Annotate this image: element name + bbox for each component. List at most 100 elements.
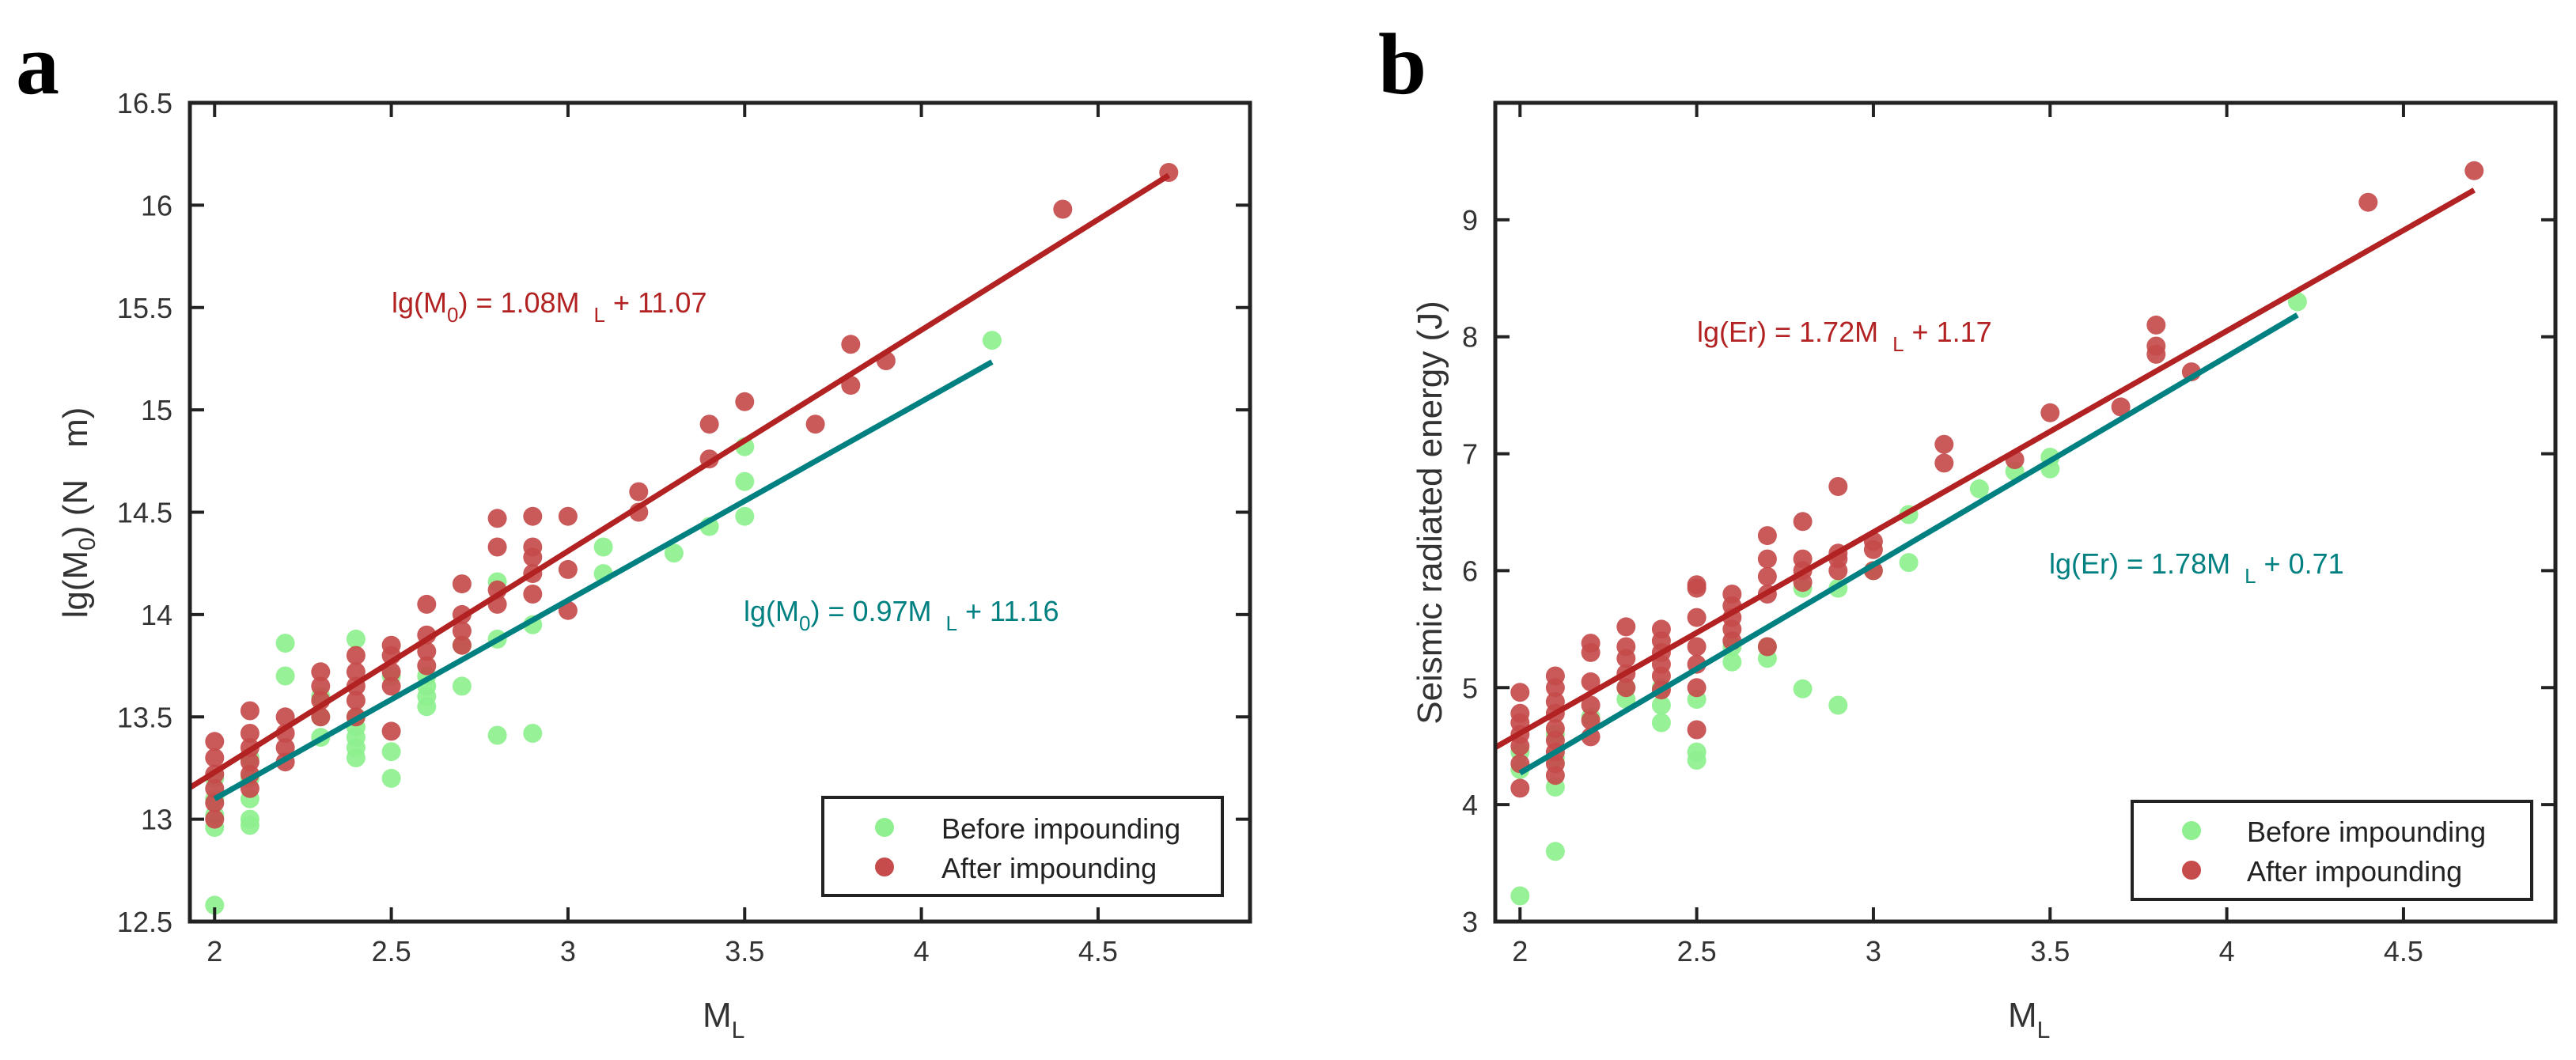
point-after-b-19 — [1581, 672, 1601, 691]
y-tick-label-a-8: 16.5 — [117, 87, 172, 119]
points-b — [1510, 161, 2484, 906]
legend-label-after-a: After impounding — [941, 852, 1157, 884]
point-after-b-26 — [1616, 617, 1636, 637]
point-after-b-13 — [1545, 692, 1565, 711]
x-tick-label-b-1: 2.5 — [1677, 935, 1717, 967]
point-after-b-48 — [1757, 549, 1777, 569]
x-tick-label-a-4: 4 — [914, 935, 930, 967]
points-a — [205, 163, 1179, 915]
point-after-a-40 — [487, 537, 507, 557]
legend-label-before-b: Before impounding — [2247, 816, 2486, 848]
point-after-a-56 — [841, 376, 861, 396]
point-after-b-18 — [1581, 695, 1601, 715]
point-after-b-37 — [1687, 608, 1707, 627]
point-after-b-21 — [1581, 634, 1601, 653]
point-after-b-44 — [1722, 585, 1742, 604]
y-tick-label-a-4: 14.5 — [117, 497, 172, 529]
point-after-b-62 — [1934, 434, 1954, 454]
point-after-a-23 — [346, 662, 366, 682]
x-axis-label-b: ML — [2008, 996, 2050, 1043]
y-tick-label-a-6: 15.5 — [117, 292, 172, 324]
point-after-a-31 — [417, 642, 437, 661]
point-after-b-61 — [1934, 453, 1954, 473]
plot-frame-b — [1493, 100, 2558, 924]
point-after-a-24 — [346, 645, 366, 665]
point-after-a-16 — [311, 707, 331, 727]
y-tick-label-a-1: 13 — [141, 804, 172, 836]
point-before-a-6 — [240, 809, 259, 829]
point-before-b-11 — [1651, 695, 1671, 715]
point-after-a-48 — [558, 559, 578, 579]
legend-marker-before-a — [875, 818, 894, 837]
x-tick-label-b-4: 4 — [2219, 935, 2235, 967]
point-after-b-70 — [2358, 192, 2378, 212]
point-after-a-41 — [487, 509, 507, 528]
point-before-a-40 — [735, 471, 755, 491]
x-tick-label-a-1: 2.5 — [372, 935, 411, 967]
point-before-b-14 — [1687, 742, 1707, 762]
fit-line-before-b — [1518, 312, 2299, 776]
point-after-a-49 — [558, 506, 578, 526]
y-tick-label-b-4: 7 — [1462, 438, 1478, 471]
point-after-a-18 — [311, 676, 331, 696]
y-tick-label-a-0: 12.5 — [117, 906, 172, 938]
point-after-b-65 — [2111, 397, 2131, 417]
tick-marks-a: 2 2.5 3 3.5 4 4.5 12.5 13 13.5 14 14.5 15 15.5 16 16.5 — [117, 87, 1250, 967]
x-tick-label-a-3: 3.5 — [725, 935, 764, 967]
legend-label-after-b: After impounding — [2247, 855, 2462, 888]
legend-a: Before impounding After impounding — [821, 796, 1224, 897]
point-after-a-59 — [1053, 199, 1073, 219]
point-after-a-19 — [311, 662, 331, 682]
point-after-b-47 — [1757, 566, 1777, 586]
y-tick-label-b-5: 8 — [1462, 321, 1478, 354]
point-after-b-49 — [1757, 526, 1777, 546]
point-after-a-30 — [417, 656, 437, 676]
point-after-b-57 — [1828, 477, 1848, 496]
point-before-a-39 — [735, 506, 755, 526]
point-after-b-25 — [1616, 637, 1636, 657]
y-tick-label-a-2: 13.5 — [117, 701, 172, 733]
legend-box-a — [821, 796, 1224, 897]
point-after-a-53 — [699, 415, 719, 434]
point-after-b-67 — [2146, 336, 2166, 356]
point-after-b-68 — [2146, 315, 2166, 335]
x-tick-label-b-2: 3 — [1866, 935, 1881, 967]
x-tick-label-b-3: 3.5 — [2030, 935, 2070, 967]
legend-box-b — [2131, 800, 2533, 901]
point-after-b-33 — [1687, 720, 1707, 740]
point-after-a-54 — [735, 392, 755, 411]
fit-equation-before-a: lg(M0) = 0.97M L + 11.16 — [744, 595, 1059, 635]
point-after-a-57 — [841, 335, 861, 354]
y-axis-label-a: lg(M0) (Nm) — [56, 407, 100, 619]
y-tick-label-a-5: 15 — [141, 394, 172, 426]
x-tick-label-a-0: 2 — [206, 935, 222, 967]
x-tick-label-a-5: 4.5 — [1078, 935, 1118, 967]
point-after-a-55 — [805, 415, 825, 434]
point-before-b-22 — [1828, 695, 1848, 715]
point-before-a-37 — [664, 543, 684, 563]
point-before-b-25 — [1899, 553, 1919, 573]
x-axis-label-a: ML — [703, 996, 744, 1043]
point-after-a-37 — [452, 574, 472, 594]
point-after-a-46 — [523, 506, 543, 526]
point-after-b-52 — [1793, 549, 1813, 569]
point-after-b-39 — [1687, 575, 1707, 595]
point-after-b-32 — [1651, 619, 1671, 639]
y-tick-label-b-6: 9 — [1462, 204, 1478, 237]
point-after-a-26 — [381, 676, 401, 696]
legend-b: Before impounding After impounding — [2131, 800, 2533, 901]
tick-marks-b: 2 2.5 3 3.5 4 4.5 3 4 5 6 7 8 9 — [1462, 103, 2555, 967]
fit-equation-after-a: lg(M0) = 1.08M L + 11.07 — [392, 286, 707, 327]
chart-panel-b: b 2 2.5 3 3.5 4 4.5 3 4 5 6 7 8 9 Seismic radiated e… — [1378, 16, 2558, 1043]
point-before-a-0 — [205, 895, 225, 915]
y-tick-label-b-3: 6 — [1462, 555, 1478, 587]
x-tick-label-b-5: 4.5 — [2384, 935, 2423, 967]
point-after-b-34 — [1687, 678, 1707, 698]
point-after-a-51 — [629, 482, 649, 502]
legend-label-before-a: Before impounding — [941, 812, 1180, 845]
legend-marker-after-b — [2182, 861, 2201, 880]
point-before-b-0 — [1510, 886, 1530, 906]
legend-marker-after-a — [875, 857, 894, 876]
point-after-a-33 — [417, 594, 437, 614]
